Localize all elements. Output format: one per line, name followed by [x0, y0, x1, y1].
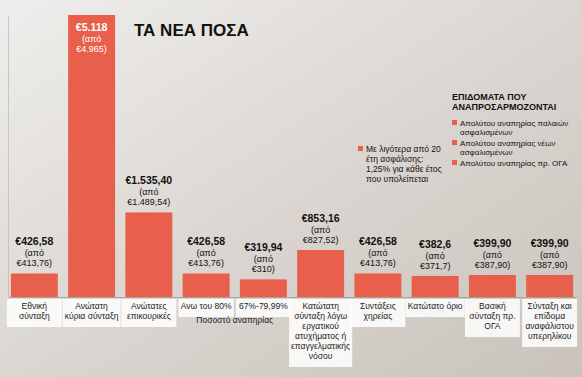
x-tick: Κατώτατησύνταξη λόγωεργατικούατυχήματος …: [291, 297, 350, 361]
previous-value-label: (από€827,52): [303, 225, 339, 245]
value-label: €426,58: [359, 235, 397, 247]
x-tick-label: Ανω του 80%: [181, 301, 232, 311]
x-tick: Ανω του 80%: [181, 297, 232, 311]
value-label: €1.535,40: [125, 174, 172, 186]
bullet: [452, 160, 457, 165]
previous-value-label: (από€4.965): [76, 34, 107, 54]
bar: [526, 275, 573, 297]
bullet: [358, 146, 363, 151]
category-label-box: [7, 299, 62, 327]
info-box-item: Απολύτου αναπηρίας νέωνασφαλισμένων: [460, 139, 555, 157]
info-box-item: Απολύτου αναπηρίας παλαιώνασφαλισμένων: [460, 119, 568, 137]
x-tick: Βασικήσύνταξη πρ.ΟΓΑ: [469, 297, 515, 331]
x-tick: Κατώτατο όριο: [408, 297, 463, 311]
bar: [68, 15, 115, 297]
previous-value-label: (από€371,7): [420, 251, 451, 271]
background: [0, 0, 582, 377]
bar: [297, 250, 344, 297]
value-label: €399,90: [531, 237, 569, 249]
bar: [469, 275, 516, 297]
value-label: €382,6: [419, 238, 451, 250]
x-tick: Εθνικήσύνταξη: [19, 297, 50, 321]
previous-value-label: (από€1.489,54): [127, 187, 170, 207]
value-label: €319,94: [244, 241, 282, 253]
title: ΤΑ ΝΕΑ ΠΟΣΑ: [134, 21, 249, 40]
bar: [412, 276, 459, 297]
x-tick: Ανώτατεςεπικουρικές: [127, 297, 171, 321]
value-label: €399,90: [473, 237, 511, 249]
x-tick-label: Συντάξειςχηρείας: [360, 301, 396, 321]
x-axis-line: [9, 297, 577, 298]
x-tick-label: Κατώτατο όριο: [408, 301, 463, 311]
bar: [183, 273, 230, 297]
info-box-title: ΕΠΙΔΟΜΑΤΑ ΠΟΥΑΝΑΠΡΟΣΑΡΜΟΖΟΝΤΑΙ: [452, 92, 556, 112]
category-label-box: [465, 299, 520, 337]
bar: [125, 212, 172, 297]
bar: [240, 279, 287, 297]
x-tick-label: Σύνταξη καιεπίδομααναφάλιστουυπερηλίκου: [525, 301, 574, 341]
category-label-box: [289, 299, 352, 367]
info-box-item: Απολύτου αναπηρίας πρ. ΟΓΑ: [460, 159, 568, 168]
x-tick: Συντάξειςχηρείας: [360, 297, 396, 321]
previous-value-label: (από€387,90): [475, 250, 511, 270]
chart: Εθνικήσύνταξη Ανώτατηκύρια σύνταξη Ανώτατε…: [0, 0, 582, 377]
x-tick-label: Εθνικήσύνταξη: [19, 301, 50, 321]
y-axis-line: [8, 16, 9, 298]
x-tick-label: Βασικήσύνταξη πρ.ΟΓΑ: [469, 301, 515, 331]
category-label-box: [406, 299, 465, 317]
value-label: €853,16: [302, 212, 340, 224]
data-labels: €426,58(από€413,76)€5.118(από€4.965)€1.5…: [15, 21, 568, 274]
previous-value-label: (από€310): [252, 254, 275, 274]
previous-value-label: (από€413,76): [17, 248, 53, 268]
bullet: [452, 120, 457, 125]
bar: [354, 273, 401, 297]
previous-value-label: (από€413,76): [188, 248, 224, 268]
x-tick: Σύνταξη καιεπίδομααναφάλιστουυπερηλίκου: [525, 297, 574, 341]
category-group-label: Ποσοστό αναπηρίας: [196, 315, 273, 325]
bullet: [452, 140, 457, 145]
x-tick-label: Κατώτατησύνταξη λόγωεργατικούατυχήματος …: [291, 301, 350, 361]
value-label: €426,58: [15, 235, 53, 247]
x-tick: 67%-79,99%: [239, 297, 288, 311]
x-tick-label: 67%-79,99%: [239, 301, 288, 311]
category-label-layer: [7, 299, 577, 367]
y-axis: [8, 16, 9, 298]
category-label-box: [121, 299, 176, 327]
annotation: Με λιγότερα από 20έτη ασφάλισης:1,25% γι…: [366, 144, 442, 184]
bars: [11, 15, 573, 297]
x-axis: Εθνικήσύνταξη Ανώτατηκύρια σύνταξη Ανώτατε…: [9, 297, 577, 361]
category-label-box: [63, 299, 121, 327]
value-label: €426,58: [187, 235, 225, 247]
previous-value-label: (από€387,90): [532, 250, 568, 270]
previous-value-label: (από€413,76): [360, 248, 396, 268]
category-label-box: [350, 299, 405, 327]
value-label: €5.118: [76, 21, 108, 33]
x-tick-label: Ανώτατηκύρια σύνταξη: [65, 301, 119, 321]
bar: [11, 273, 58, 297]
category-label-box: [522, 299, 577, 347]
x-tick-label: Ανώτατεςεπικουρικές: [127, 301, 171, 321]
x-tick: Ανώτατηκύρια σύνταξη: [65, 297, 119, 321]
